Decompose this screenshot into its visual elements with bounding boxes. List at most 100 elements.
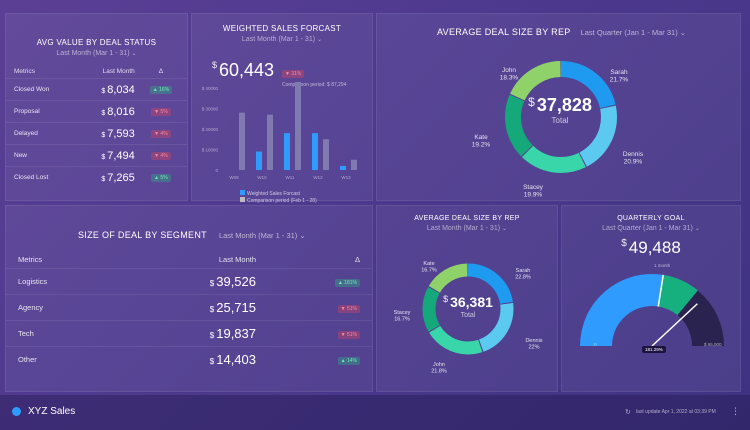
period-selector[interactable]: Last Month (Mar 1 - 31) ⌄ xyxy=(377,225,557,232)
gauge-needle xyxy=(651,303,698,347)
legend-label: Comparison period (Feb 1 - 28) xyxy=(247,198,317,204)
chevron-down-icon: ⌄ xyxy=(299,230,306,240)
bar-comparison[interactable] xyxy=(351,159,357,170)
row-delta: ▲ 5% xyxy=(135,167,187,189)
delta-badge: ▲ 16% xyxy=(149,85,173,94)
donut-slice-dennis[interactable] xyxy=(422,263,514,355)
donut-slice-stacey[interactable] xyxy=(422,263,514,355)
avg-value-by-deal-status-panel: AVG VALUE BY DEAL STATUS Last Month (Mar… xyxy=(5,13,188,201)
delta-badge: ▼ 51% xyxy=(337,304,360,313)
col-header-last-month: Last Month xyxy=(102,68,135,75)
donut-label: Kate 19.2% xyxy=(472,134,491,149)
x-tick-label: W09 xyxy=(229,175,239,180)
y-tick-label: $ 40000 xyxy=(202,86,219,91)
panel-title: AVERAGE DEAL SIZE BY REP xyxy=(437,27,571,37)
delta-badge: ▼ 4% xyxy=(151,151,171,160)
donut-label: John 21.8% xyxy=(431,362,447,375)
donut-slice-kate[interactable] xyxy=(505,61,617,173)
panel-title: AVERAGE DEAL SIZE BY REP xyxy=(414,215,520,222)
donut-label: Sarah 21.7% xyxy=(610,69,629,84)
row-delta: ▼ 4% xyxy=(135,145,187,167)
period-label: Last Quarter (Jan 1 - Mar 31) xyxy=(602,225,693,232)
donut-label: Kate 16.7% xyxy=(421,261,437,274)
donut-slice-stacey[interactable] xyxy=(505,61,617,173)
row-value-amount: 7,593 xyxy=(107,127,135,140)
row-value-amount: 25,715 xyxy=(216,300,256,315)
last-update-text: last update Apr 1, 2022 at 03:39 PM xyxy=(636,409,716,415)
donut-total-label: Total xyxy=(551,116,569,125)
deal-size-donut-chart-month: Sarah 22.8% Dennis 22% John 21.8% Stacey 16.7% K… xyxy=(394,261,543,375)
chevron-down-icon: ⌄ xyxy=(694,226,700,232)
gauge-max-label: $ 65,000 xyxy=(704,342,722,347)
legend-item-comparison[interactable]: Comparison period (Feb 1 - 28) xyxy=(240,197,317,204)
delta-badge: ▲ 181% xyxy=(334,278,360,287)
y-tick-label: $ 20000 xyxy=(202,127,219,132)
gauge-mark-label: 1 month xyxy=(654,263,671,268)
bar-comparison[interactable] xyxy=(323,139,329,170)
bar-comparison[interactable] xyxy=(239,112,245,170)
refresh-icon[interactable]: ↻ xyxy=(625,409,631,416)
panel-title: SIZE OF DEAL BY SEGMENT xyxy=(78,230,207,240)
bar-forecast[interactable] xyxy=(340,165,346,170)
period-selector[interactable]: Last Quarter (Jan 1 - Mar 31) ⌄ xyxy=(562,225,740,232)
donut-slice-john[interactable] xyxy=(422,263,514,355)
row-metric: Closed Won xyxy=(14,86,50,93)
size-of-deal-by-segment-panel: SIZE OF DEAL BY SEGMENT Last Month (Mar … xyxy=(5,205,373,392)
row-delta: ▲ 16% xyxy=(135,79,187,101)
panel-title: WEIGHTED SALES FORCAST xyxy=(222,24,342,33)
bar-forecast[interactable] xyxy=(312,133,318,170)
bar-forecast[interactable] xyxy=(256,151,262,170)
donut-slice-sarah[interactable] xyxy=(422,263,514,355)
row-metric: Tech xyxy=(18,329,34,338)
footer-bar: XYZ Sales ↻ last update Apr 1, 2022 at 0… xyxy=(0,395,750,430)
row-metric: New xyxy=(14,152,28,159)
chevron-down-icon: ⌄ xyxy=(679,27,686,37)
gauge-band xyxy=(677,290,724,346)
donut-label: Dennis 20.9% xyxy=(623,151,644,166)
row-value: $8,034 xyxy=(101,83,135,96)
table-row: Tech $19,837 ▼ 51% xyxy=(6,320,372,347)
row-value: $7,265 xyxy=(101,171,135,184)
row-value-amount: 7,494 xyxy=(107,149,135,162)
x-tick-label: W10 xyxy=(257,175,267,180)
period-selector[interactable]: Last Month (Mar 1 - 31) ⌄ xyxy=(6,50,187,57)
delta-badge: ▼ 4% xyxy=(151,129,171,138)
y-tick-label: 0 xyxy=(215,168,218,173)
period-selector[interactable]: Last Quarter (Jan 1 - Mar 31) ⌄ xyxy=(581,28,686,37)
checkbox-icon xyxy=(240,190,245,195)
col-header-metrics: Metrics xyxy=(14,68,35,75)
checkbox-icon xyxy=(240,197,245,202)
row-metric: Other xyxy=(18,355,37,365)
table-row: Logistics $39,526 ▲ 181% xyxy=(6,268,372,295)
row-metric: Proposal xyxy=(14,108,40,115)
row-value-amount: 14,403 xyxy=(216,352,256,368)
col-header-delta: Δ xyxy=(158,68,164,75)
row-value-amount: 39,526 xyxy=(216,274,256,289)
period-selector[interactable]: Last Month (Mar 1 - 31) ⌄ xyxy=(219,231,306,240)
col-header-last-month: Last Month xyxy=(218,255,256,264)
row-metric: Closed Lost xyxy=(14,174,49,182)
row-delta: ▲ 181% xyxy=(256,269,372,295)
table-row: Proposal $8,016 ▼ 5% xyxy=(6,100,187,123)
donut-label: John 18.3% xyxy=(500,67,519,82)
delta-badge: ▼ 5% xyxy=(151,107,171,116)
panel-title: QUARTERLY GOAL xyxy=(617,215,685,222)
table-row: Closed Won $8,034 ▲ 16% xyxy=(6,78,187,101)
donut-slice-dennis[interactable] xyxy=(505,61,617,173)
table-row: Other $14,403 ▲ 14% xyxy=(6,346,372,373)
bar-comparison[interactable] xyxy=(295,82,301,170)
period-selector[interactable]: Last Month (Mar 1 - 31) ⌄ xyxy=(192,36,372,43)
donut-center: $37,828 Total xyxy=(525,95,595,125)
avg-deal-size-by-rep-month-panel: AVERAGE DEAL SIZE BY REP Last Month (Mar… xyxy=(376,205,558,392)
quarterly-goal-panel: QUARTERLY GOAL Last Quarter (Jan 1 - Mar… xyxy=(561,205,741,392)
bar-comparison[interactable] xyxy=(267,114,273,170)
segment-table: Metrics Last Month Δ Logistics $39,526 ▲ 1… xyxy=(6,251,372,373)
donut-label: Sarah 22.8% xyxy=(515,268,531,281)
donut-total-value: 37,828 xyxy=(536,95,592,115)
donut-slice-sarah[interactable] xyxy=(505,61,617,173)
legend-item-forecast[interactable]: Weighted Sales Forcast xyxy=(240,190,317,197)
period-label: Last Month (Mar 1 - 31) xyxy=(218,230,298,240)
bar-forecast[interactable] xyxy=(284,133,290,170)
menu-icon[interactable]: ⋮ xyxy=(731,406,740,416)
brand-name: XYZ Sales xyxy=(28,406,76,417)
